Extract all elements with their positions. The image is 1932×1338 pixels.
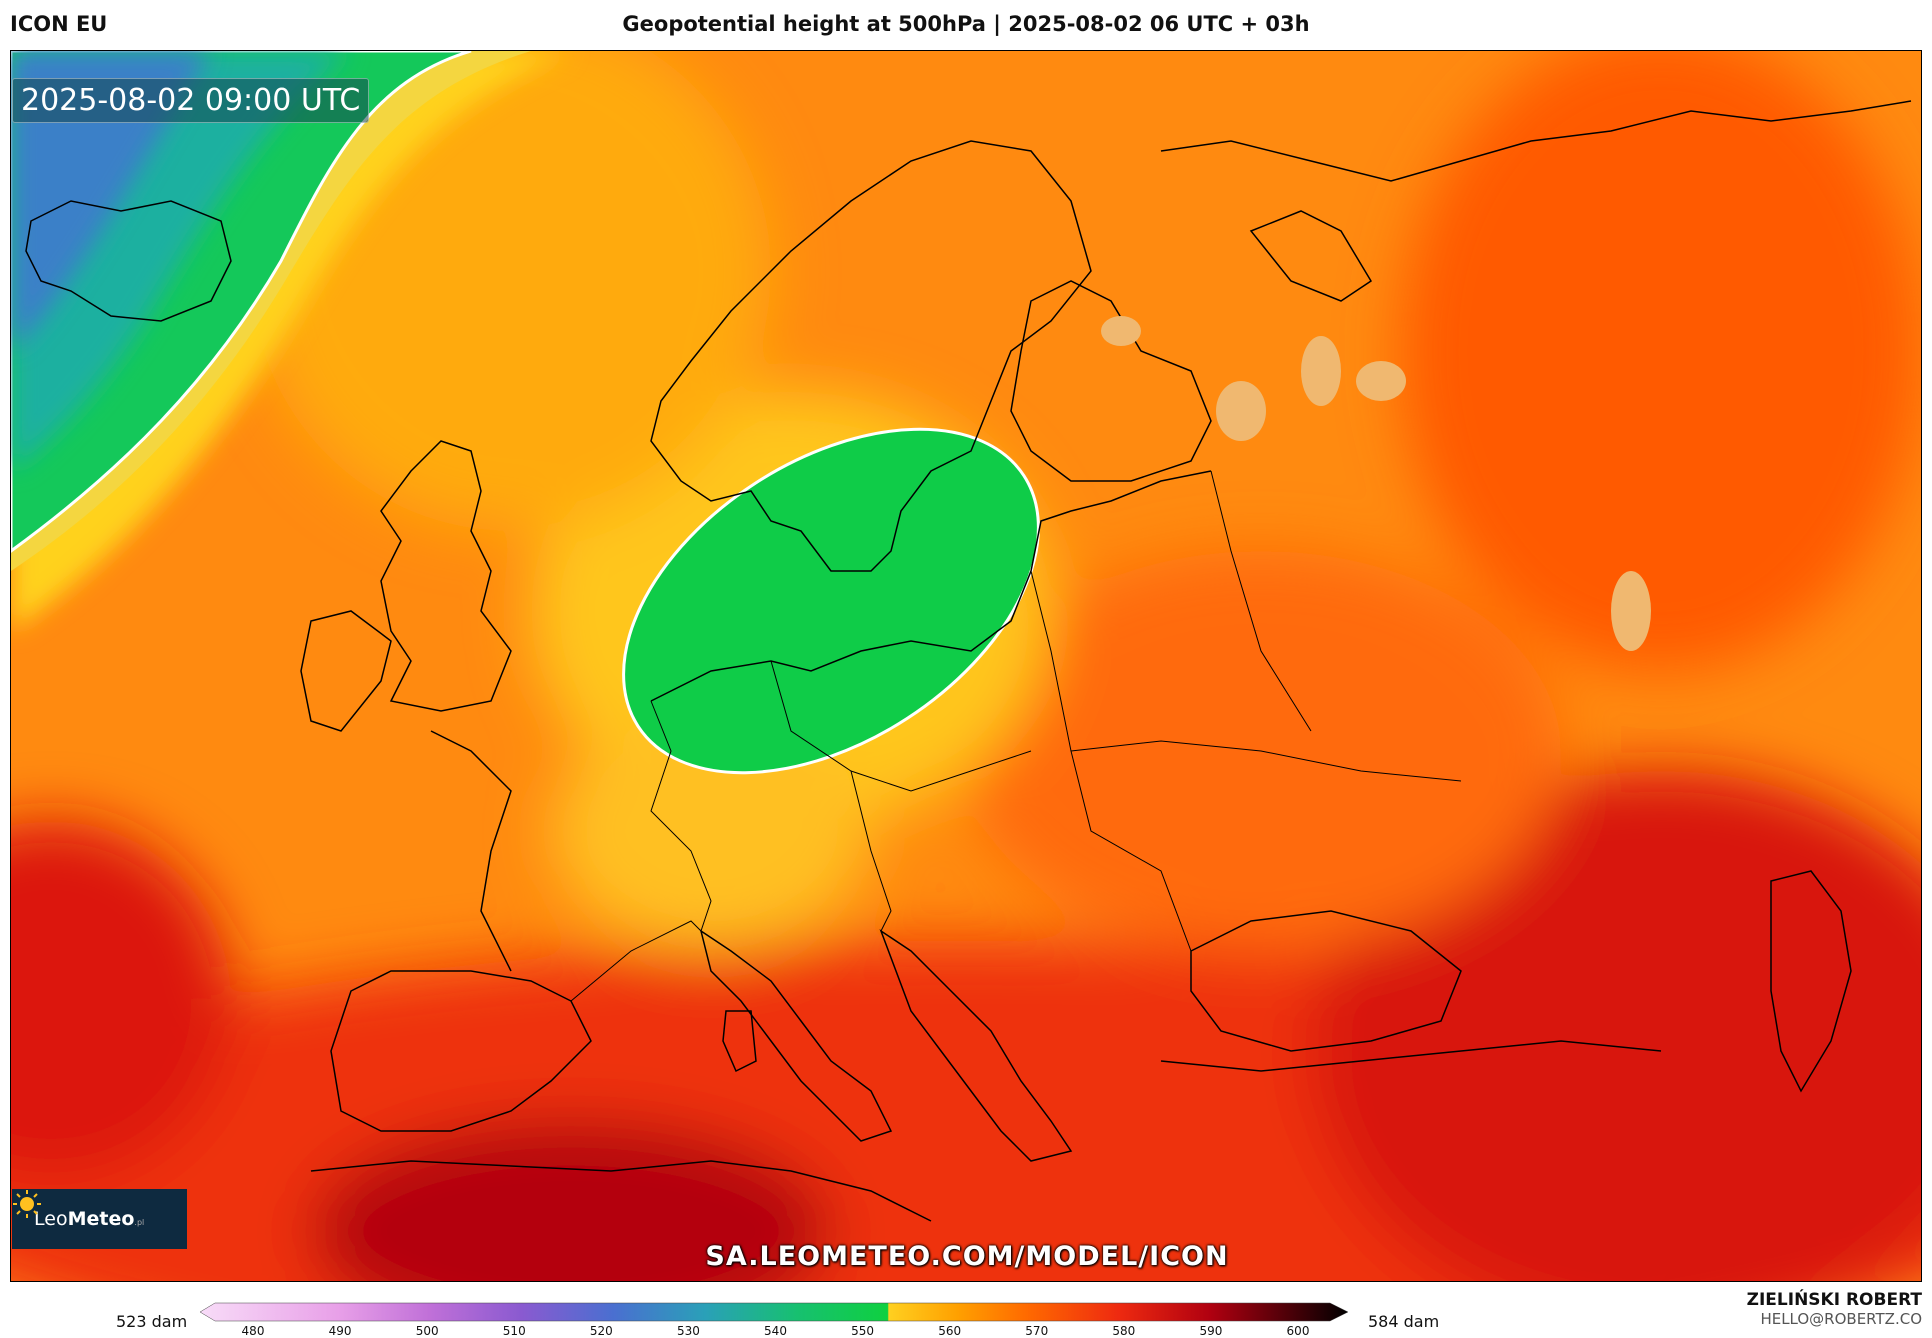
colorbar-tick-label: 560 (938, 1324, 962, 1338)
sun-icon (13, 1190, 41, 1218)
author-name: ZIELIŃSKI ROBERT (1746, 1290, 1922, 1310)
author-credit: ZIELIŃSKI ROBERT HELLO@ROBERTZ.CO (1747, 1290, 1922, 1328)
colorbar: 523 dam 480 490 500 510 520 530 54 (0, 1290, 1932, 1338)
colorbar-tick-label: 530 (676, 1324, 700, 1338)
model-name: ICON EU (10, 12, 108, 36)
source-watermark: SA.LEOMETEO.COM/MODEL/ICON (705, 1241, 1229, 1272)
colorbar-tick-label: 500 (415, 1324, 439, 1338)
logo-text: LeoMeteo.pl (34, 1208, 145, 1230)
colorbar-ticks: 480 490 500 510 520 530 540 550 560 570 580 590 600 (0, 1324, 1932, 1338)
colorbar-max-label: 584 dam (1368, 1312, 1440, 1331)
colorbar-tick-label: 570 (1025, 1324, 1049, 1338)
geopotential-field (11, 51, 1921, 1281)
valid-time-badge: 2025-08-02 09:00 UTC (12, 78, 370, 123)
map-panel[interactable]: 2025-08-02 09:00 UTC LeoMeteo.pl SA.LEOM… (10, 50, 1922, 1282)
colorbar-gradient (199, 1302, 1349, 1322)
map-title: Geopotential height at 500hPa | 2025-08-… (622, 12, 1310, 36)
colorbar-tick-label: 510 (502, 1324, 526, 1338)
leometeo-logo: LeoMeteo.pl (12, 1189, 187, 1249)
colorbar-min-label: 523 dam (116, 1312, 188, 1331)
colorbar-tick-label: 490 (328, 1324, 352, 1338)
author-email[interactable]: HELLO@ROBERTZ.CO (1760, 1310, 1922, 1328)
colorbar-tick-label: 540 (764, 1324, 787, 1338)
colorbar-tick-label: 600 (1286, 1324, 1310, 1338)
colorbar-tick-label: 550 (851, 1324, 875, 1338)
colorbar-tick-label: 580 (1112, 1324, 1136, 1338)
colorbar-tick-label: 520 (589, 1324, 613, 1338)
colorbar-tick-label: 590 (1199, 1324, 1223, 1338)
colorbar-tick-label: 480 (241, 1324, 265, 1338)
